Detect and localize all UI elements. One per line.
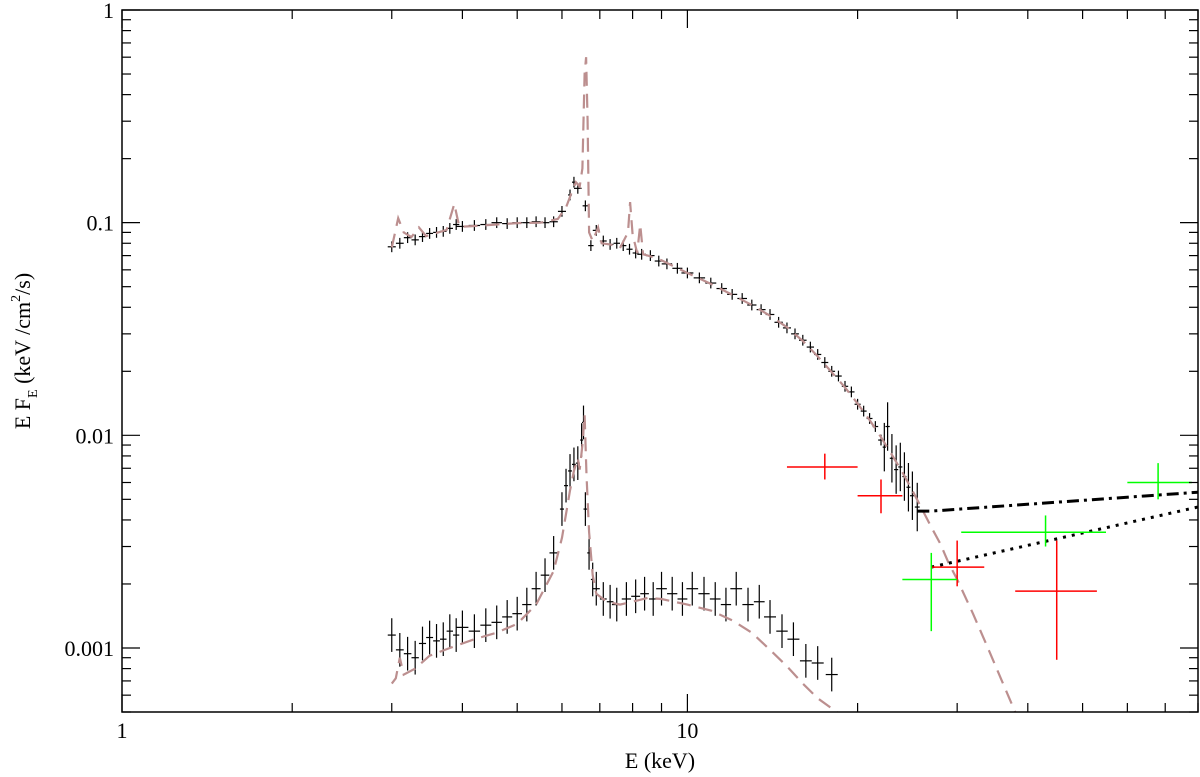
data-upper-point — [588, 240, 594, 251]
data-lower-point — [709, 582, 721, 616]
y-tick-label: 0.001 — [65, 636, 115, 661]
data-upper-point — [806, 341, 815, 353]
data-upper-point — [693, 272, 706, 284]
y-axis-label: E FE (keV /cm2/s) — [9, 273, 41, 429]
y-axis-label-sup: 2 — [9, 295, 24, 302]
y-tick-label: 0.01 — [76, 423, 115, 448]
data-lower-point — [698, 576, 710, 611]
data-upper-tail-point — [894, 445, 899, 494]
data-lower-point — [799, 644, 812, 678]
plot-frame — [121, 9, 1199, 713]
green-data-point — [1127, 463, 1192, 500]
data-lower-point — [667, 576, 678, 611]
data-lower-point — [764, 600, 777, 634]
data-lower-point — [811, 646, 824, 680]
y-axis-label-sub: E — [26, 389, 41, 398]
data-lower-point — [730, 571, 743, 606]
powerlaw-dashdot-line — [917, 490, 1198, 513]
data-lower-point — [568, 454, 572, 488]
data-lower-point — [640, 576, 649, 611]
green-data-point — [902, 552, 958, 632]
data-lower-point — [531, 571, 541, 606]
red-data-point — [1015, 540, 1097, 660]
data-lower-point — [787, 622, 800, 657]
data-upper-point — [453, 219, 460, 230]
y-axis-label-mid: (keV /cm — [10, 302, 35, 390]
data-upper-tail-point — [914, 482, 920, 532]
data-lower-point — [583, 492, 588, 526]
red-data-point — [857, 479, 903, 514]
data-upper-point — [737, 293, 748, 304]
y-tick-label: 1 — [103, 0, 114, 23]
data-lower-point — [512, 596, 523, 631]
y-tick-label: 0.1 — [87, 211, 115, 236]
data-lower-point — [549, 536, 558, 570]
data-lower-point — [433, 624, 440, 658]
data-lower-point — [686, 571, 699, 606]
data-lower-point — [720, 587, 732, 622]
x-tick-label: 1 — [117, 718, 128, 743]
data-lower-point — [559, 492, 564, 526]
data-upper-tail-point — [882, 422, 886, 472]
data-lower-point — [418, 626, 427, 661]
data-upper-tail-point — [906, 463, 911, 512]
data-lower-point — [446, 614, 453, 648]
data-upper-point — [557, 205, 566, 217]
model-lower-curve — [390, 414, 839, 712]
data-lower-point — [540, 558, 550, 593]
data-upper-tail-point — [885, 402, 890, 451]
data-upper-point — [672, 262, 683, 274]
data-upper-point — [613, 237, 620, 249]
data-lower-point — [456, 610, 469, 645]
data-upper-point — [860, 405, 867, 417]
data-lower-point — [387, 618, 396, 652]
y-axis-label-pre: E F — [10, 398, 35, 429]
data-lower-point — [825, 657, 838, 692]
data-lower-point — [403, 636, 412, 671]
data-lower-point — [522, 587, 532, 622]
data-upper-point — [426, 228, 434, 239]
data-lower-point — [426, 620, 434, 655]
data-upper-point — [395, 237, 404, 249]
x-tick-label: 10 — [676, 718, 698, 743]
x-axis-label: E (keV) — [625, 748, 695, 773]
data-upper-point — [821, 357, 829, 368]
plot-marks — [387, 57, 1198, 712]
data-upper-point — [411, 234, 419, 246]
data-upper-point — [549, 216, 558, 228]
data-lower-point — [606, 584, 614, 619]
data-upper-point — [491, 217, 502, 229]
red-data-point — [931, 540, 985, 587]
data-lower-point — [742, 587, 754, 622]
data-lower-point — [453, 618, 460, 652]
y-axis-label-post: /s) — [10, 273, 35, 295]
red-data-point — [786, 453, 858, 480]
data-upper-point — [747, 299, 757, 311]
data-lower-point — [621, 582, 632, 616]
data-lower-point — [491, 605, 502, 640]
data-upper-point — [582, 200, 589, 212]
green-data-point — [961, 515, 1106, 547]
data-lower-point — [631, 579, 641, 614]
data-lower-point — [468, 614, 481, 648]
data-lower-point — [677, 582, 688, 616]
data-upper-tail-point — [898, 442, 903, 492]
data-lower-point — [592, 571, 600, 606]
axis-ticks: 1 10 0.001 0.01 0.1 1 — [65, 0, 1199, 743]
data-upper-point — [835, 370, 842, 382]
powerlaw-dotted-line — [930, 505, 1198, 569]
data-lower-point — [564, 468, 569, 503]
data-upper-point — [626, 243, 633, 255]
data-lower-point — [776, 614, 788, 648]
data-lower-point — [753, 584, 765, 619]
